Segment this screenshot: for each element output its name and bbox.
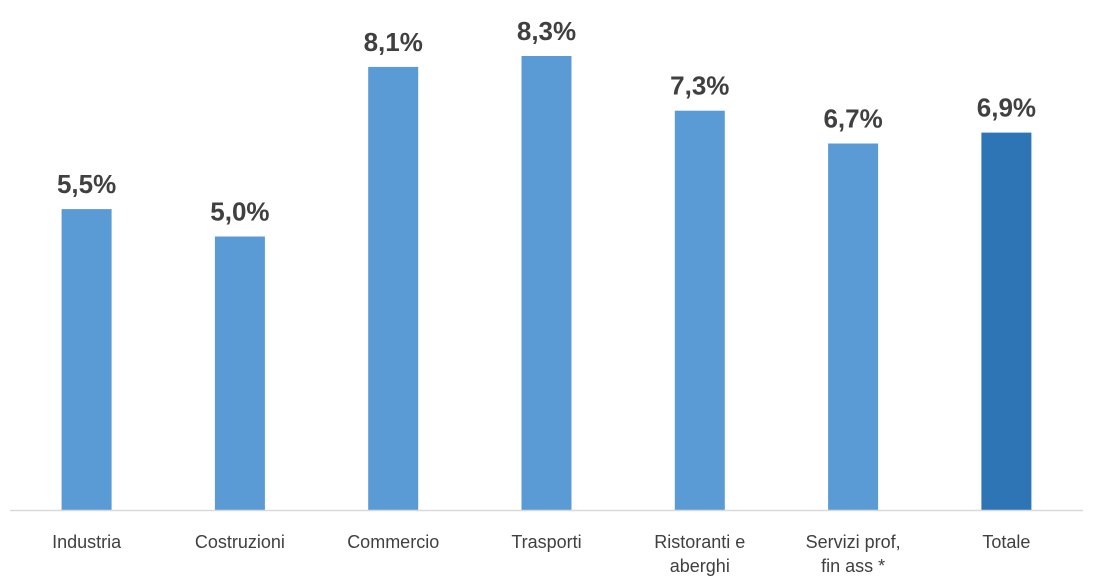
data-label-0: 5,5% bbox=[57, 169, 116, 199]
data-label-4: 7,3% bbox=[670, 71, 729, 101]
category-label-4: Ristoranti e aberghi bbox=[654, 532, 745, 576]
data-label-5: 6,7% bbox=[823, 104, 882, 134]
value-labels-group: 5,5% 5,0% 8,1% 8,3% 7,3% 6,7% 6,9% bbox=[57, 16, 1036, 227]
category-labels-group: Industria Costruzioni Commercio Trasporti Ri… bbox=[52, 532, 1030, 576]
data-label-3: 8,3% bbox=[517, 16, 576, 46]
category-label-0: Industria bbox=[52, 532, 122, 552]
bar-6 bbox=[981, 132, 1032, 510]
category-label-2: Commercio bbox=[347, 532, 439, 552]
data-label-2: 8,1% bbox=[364, 27, 423, 57]
category-label-6: Totale bbox=[982, 532, 1030, 552]
bar-0 bbox=[61, 209, 112, 510]
data-label-6: 6,9% bbox=[977, 93, 1036, 123]
data-label-1: 5,0% bbox=[210, 197, 269, 227]
bar-4 bbox=[674, 110, 725, 510]
bars-group bbox=[61, 56, 1032, 511]
bar-3 bbox=[521, 56, 572, 510]
category-label-1: Costruzioni bbox=[195, 532, 285, 552]
category-label-5: Servizi prof, fin ass * bbox=[806, 532, 901, 576]
bar-2 bbox=[368, 66, 419, 511]
bar-1 bbox=[214, 236, 265, 510]
bar-5 bbox=[828, 143, 879, 510]
category-label-3: Trasporti bbox=[511, 532, 581, 552]
